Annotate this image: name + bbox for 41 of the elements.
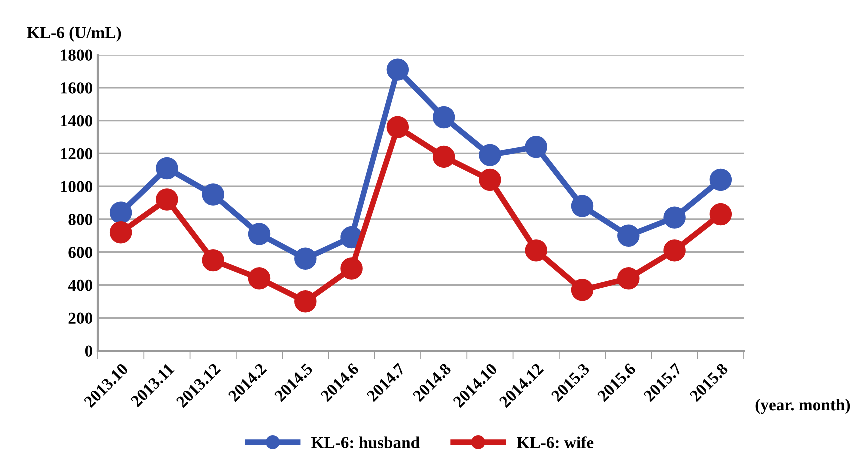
point [479, 168, 502, 192]
point [571, 279, 594, 302]
point [386, 116, 410, 138]
point [479, 144, 502, 166]
y-axis-title: KL-6 (U/mL) [27, 26, 122, 42]
legend-label: KL-6: husband [312, 436, 420, 449]
point [294, 248, 317, 270]
point [156, 188, 178, 211]
point [432, 146, 456, 168]
point [432, 106, 456, 129]
point [340, 258, 363, 280]
point [664, 206, 686, 229]
y-tick-label: 1000 [61, 181, 93, 192]
y-tick-label: 400 [68, 280, 93, 292]
point [202, 249, 224, 272]
x-axis-title: (year. month) [756, 398, 850, 414]
point [110, 221, 132, 244]
point [525, 136, 548, 158]
point [618, 224, 640, 247]
point [156, 157, 178, 180]
point [571, 195, 594, 218]
legend-label: KL-6: wife [517, 436, 594, 449]
y-tick-label: 1600 [61, 82, 93, 94]
y-tick-label: 1800 [61, 50, 93, 61]
point [202, 184, 224, 206]
point [110, 202, 132, 224]
y-tick-label: 600 [68, 247, 93, 258]
point [525, 240, 548, 262]
y-tick-label: 1200 [61, 148, 93, 160]
point [248, 223, 271, 246]
point [294, 290, 317, 313]
y-tick-label: 200 [68, 312, 93, 324]
point [248, 268, 271, 290]
y-tick-label: 1400 [61, 115, 93, 127]
point [710, 203, 732, 226]
y-tick-label: 0 [85, 346, 93, 357]
y-tick-label: 800 [68, 214, 93, 226]
point [618, 268, 640, 290]
point [710, 168, 732, 192]
point [664, 240, 686, 262]
point [386, 58, 410, 81]
